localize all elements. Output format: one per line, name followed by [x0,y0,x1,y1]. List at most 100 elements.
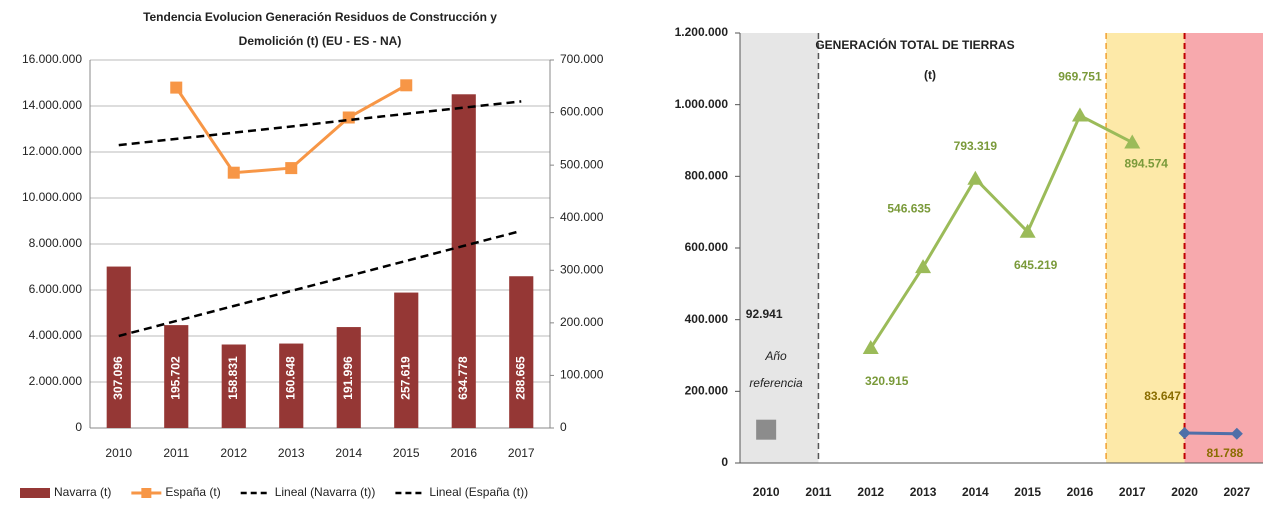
point [1019,223,1036,238]
y2-tick-label: 0 [560,420,567,434]
y-tick-label: 12.000.000 [22,144,82,158]
y-tick-label: 16.000.000 [22,52,82,66]
point [227,166,240,179]
data-label: 969.751 [1058,70,1102,84]
y2-tick-label: 300.000 [560,262,604,276]
data-label: 793.319 [954,139,998,153]
chart-title: Demolición (t) (EU - ES - NA) [239,34,402,48]
data-label: 81.788 [1206,446,1243,460]
y-tick-label: 600.000 [685,240,729,254]
bar [451,94,476,428]
x-tick-label: 2010 [105,446,132,460]
x-tick-label: 2020 [1171,485,1198,499]
point [915,259,932,274]
point [285,162,298,175]
forecast-zone [1106,33,1185,463]
legend-label: España (t) [165,485,220,499]
legend-label: Navarra (t) [54,485,111,499]
point [1178,427,1191,440]
data-label: 92.941 [746,307,783,321]
x-tick-label: 2015 [393,446,420,460]
data-label: 546.635 [887,201,931,215]
x-tick-label: 2027 [1223,485,1250,499]
y-tick-label: 14.000.000 [22,98,82,112]
chart-title: (t) [924,68,936,82]
point [967,170,984,185]
data-label: 645.219 [1014,258,1058,272]
x-tick-label: 2012 [220,446,247,460]
x-tick-label: 2016 [450,446,477,460]
y2-tick-label: 400.000 [560,210,604,224]
x-tick-label: 2013 [278,446,305,460]
y-tick-label: 8.000.000 [29,236,83,250]
bar [164,325,189,428]
y2-tick-label: 700.000 [560,52,604,66]
bar-label: 160.648 [283,356,297,400]
point [1230,427,1243,440]
chart-title: Tendencia Evolucion Generación Residuos … [143,10,497,24]
y-tick-label: 4.000.000 [29,328,83,342]
chart-title: GENERACIÓN TOTAL DE TIERRAS [815,37,1014,52]
bar-label: 307.096 [111,356,125,400]
legend-label: Lineal (España (t)) [429,485,528,499]
annotation: referencia [749,376,803,390]
annotation: Año [764,349,787,363]
bar-label: 257.619 [398,356,412,400]
y2-tick-label: 100.000 [560,368,604,382]
bar [279,343,304,428]
x-tick-label: 2011 [163,446,189,460]
x-tick-label: 2014 [335,446,362,460]
legend-swatch [20,488,50,498]
data-label: 320.915 [865,374,909,388]
bar [509,276,534,428]
y-tick-label: 1.200.000 [675,25,729,39]
reference-zone [740,33,819,463]
x-tick-label: 2011 [805,485,831,499]
y2-tick-label: 200.000 [560,315,604,329]
y-tick-label: 1.000.000 [675,97,729,111]
point [756,419,777,440]
x-tick-label: 2015 [1014,485,1041,499]
bar-label: 288.665 [513,356,527,400]
y-tick-label: 400.000 [685,312,729,326]
x-tick-label: 2014 [962,485,989,499]
line [869,113,1133,349]
x-tick-label: 2010 [753,485,780,499]
trend-line [118,100,522,147]
legend-marker [141,488,152,498]
bar [394,292,419,428]
y-tick-label: 200.000 [685,384,729,398]
trend-line [118,229,522,338]
point [1124,134,1141,149]
bar [336,327,361,428]
point [400,79,413,92]
y-tick-label: 6.000.000 [29,282,83,296]
bar-label: 195.702 [168,356,182,400]
bar [221,344,246,428]
line [1184,431,1237,436]
y-tick-label: 2.000.000 [29,374,83,388]
x-tick-label: 2017 [508,446,535,460]
x-tick-label: 2013 [910,485,937,499]
point [1071,107,1088,122]
data-label: 83.647 [1144,389,1181,403]
y-tick-label: 0 [75,420,82,434]
x-tick-label: 2012 [857,485,884,499]
y-tick-label: 800.000 [685,169,729,183]
data-label: 894.574 [1125,157,1169,171]
y2-tick-label: 600.000 [560,105,604,119]
target-zone [1184,33,1263,463]
x-tick-label: 2017 [1119,485,1146,499]
y-tick-label: 0 [721,455,728,469]
x-tick-label: 2016 [1067,485,1094,499]
legend-label: Lineal (Navarra (t)) [275,485,376,499]
point [862,340,879,355]
bar-label: 158.831 [226,356,240,400]
bar [106,266,131,428]
y2-tick-label: 500.000 [560,157,604,171]
y-tick-label: 10.000.000 [22,190,82,204]
bar-label: 191.996 [341,356,355,400]
bar-label: 634.778 [456,356,470,400]
